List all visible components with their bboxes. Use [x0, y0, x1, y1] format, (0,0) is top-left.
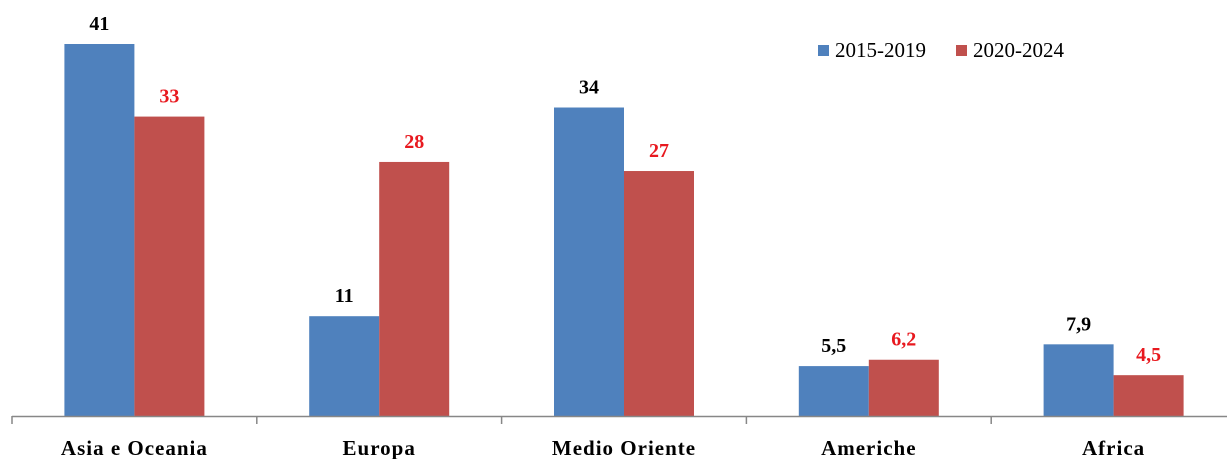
- category-label-2: Europa: [343, 436, 416, 459]
- data-label-2-2: 28: [404, 131, 424, 153]
- data-label-1-2: 11: [335, 285, 354, 307]
- bar-2-2: [379, 161, 450, 416]
- data-label-2-1: 33: [159, 86, 179, 108]
- data-label-1-3: 34: [579, 77, 599, 99]
- bar-2-1: [134, 116, 205, 417]
- data-label-2-5: 4,5: [1136, 344, 1161, 366]
- bars-group: [64, 44, 1184, 417]
- bar-2-5: [1113, 375, 1184, 416]
- bar-2-4: [868, 359, 939, 416]
- data-label-2-3: 27: [649, 140, 669, 162]
- category-label-3: Medio Oriente: [552, 436, 696, 459]
- x-axis: [11, 415, 1227, 424]
- bar-1-1: [64, 44, 135, 416]
- data-label-1-4: 5,5: [821, 335, 846, 357]
- bar-2-3: [624, 171, 694, 416]
- category-labels-group: Asia e Oceania Europa Medio Oriente Americh…: [61, 436, 1145, 459]
- legend: 2015-2019 2020-2024: [818, 38, 1064, 63]
- bar-1-4: [798, 366, 869, 416]
- legend-item-series-2: 2020-2024: [956, 38, 1064, 63]
- data-label-1-1: 41: [89, 13, 109, 35]
- legend-swatch-series-2: [956, 45, 967, 56]
- data-label-1-5: 7,9: [1066, 313, 1091, 335]
- legend-label-series-2: 2020-2024: [973, 38, 1064, 62]
- legend-item-series-1: 2015-2019: [818, 38, 926, 63]
- category-label-5: Africa: [1082, 436, 1145, 459]
- data-label-2-4: 6,2: [891, 329, 916, 351]
- category-label-1: Asia e Oceania: [61, 436, 208, 459]
- legend-label-series-1: 2015-2019: [835, 38, 926, 62]
- legend-swatch-series-1: [818, 45, 829, 56]
- value-labels-group: 41 33 11 28 34 27 5,5 6,2 7,9 4,5: [89, 13, 1161, 366]
- category-label-4: Americhe: [821, 436, 916, 459]
- bar-1-3: [554, 107, 624, 416]
- bar-1-5: [1043, 344, 1114, 416]
- bar-1-2: [309, 316, 380, 416]
